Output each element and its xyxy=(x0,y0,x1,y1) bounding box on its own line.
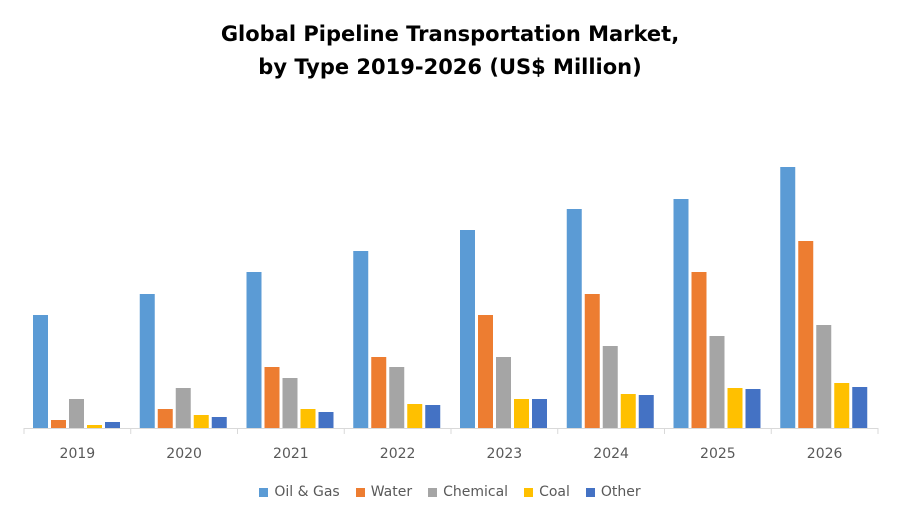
legend-label: Oil & Gas xyxy=(274,484,340,500)
x-tick-label: 2020 xyxy=(166,446,202,462)
x-tick-label: 2026 xyxy=(807,446,843,462)
legend-label: Water xyxy=(370,484,413,500)
legend-swatch xyxy=(355,487,365,497)
legend-item: Coal xyxy=(524,484,570,500)
bar-chemical-2025 xyxy=(709,336,725,428)
bar-coal-2023 xyxy=(514,399,529,428)
bar-coal-2025 xyxy=(727,388,743,428)
bar-coal-2026 xyxy=(834,383,850,428)
bar-coal-2021 xyxy=(300,409,316,428)
x-tick-label: 2024 xyxy=(593,446,629,462)
bar-chemical-2023 xyxy=(496,357,511,428)
bar-other-2019 xyxy=(105,422,120,428)
legend-item: Other xyxy=(585,484,641,500)
bar-chemical-2026 xyxy=(816,325,832,428)
bar-coal-2020 xyxy=(193,415,209,428)
bar-coal-2022 xyxy=(407,404,423,428)
bar-water-2023 xyxy=(478,315,493,428)
bar-water-2026 xyxy=(798,241,814,428)
bar-chemical-2019 xyxy=(69,399,84,428)
bar-oil-gas-2024 xyxy=(566,209,582,428)
bar-oil-gas-2019 xyxy=(33,315,48,428)
legend-swatch xyxy=(585,487,595,497)
legend-item: Chemical xyxy=(428,484,508,500)
bar-oil-gas-2025 xyxy=(673,199,689,428)
bar-water-2025 xyxy=(691,272,707,428)
bar-coal-2024 xyxy=(620,394,636,428)
bar-chemical-2020 xyxy=(175,388,191,428)
x-tick-label: 2019 xyxy=(60,446,96,462)
bar-oil-gas-2021 xyxy=(246,272,262,428)
legend-label: Chemical xyxy=(443,484,509,500)
bar-oil-gas-2022 xyxy=(353,251,369,428)
legend-swatch xyxy=(428,487,438,497)
legend-swatch xyxy=(524,487,534,497)
bar-oil-gas-2020 xyxy=(139,294,155,428)
legend-item: Oil & Gas xyxy=(259,484,340,500)
bar-other-2020 xyxy=(211,417,227,428)
bar-other-2021 xyxy=(318,412,334,428)
bar-oil-gas-2026 xyxy=(780,167,796,428)
legend-label: Other xyxy=(600,484,641,500)
x-tick-label: 2023 xyxy=(487,446,523,462)
legend-item: Water xyxy=(355,484,413,500)
bar-water-2022 xyxy=(371,357,387,428)
bar-water-2021 xyxy=(264,367,280,428)
chart-title-line-1: Global Pipeline Transportation Market, xyxy=(220,22,680,46)
bar-chemical-2024 xyxy=(602,346,618,428)
chart-title: Global Pipeline Transportation Market, b… xyxy=(0,18,900,84)
x-tick-label: 2021 xyxy=(273,446,309,462)
bar-other-2022 xyxy=(425,405,441,428)
bar-oil-gas-2023 xyxy=(460,230,475,428)
x-tick-label: 2025 xyxy=(700,446,736,462)
x-tick-label: 2022 xyxy=(380,446,416,462)
bar-chemical-2021 xyxy=(282,378,298,428)
bar-coal-2019 xyxy=(87,425,102,428)
bar-other-2025 xyxy=(745,389,761,428)
bar-water-2020 xyxy=(157,409,173,428)
chart-title-line-2: by Type 2019-2026 (US$ Million) xyxy=(258,55,642,79)
legend: Oil & Gas Water Chemical Coal Other xyxy=(0,484,900,500)
legend-swatch xyxy=(259,487,269,497)
bar-water-2024 xyxy=(584,294,600,428)
legend-label: Coal xyxy=(539,484,570,500)
bar-other-2026 xyxy=(852,387,868,428)
bar-other-2024 xyxy=(638,395,654,428)
bar-water-2019 xyxy=(51,420,66,428)
bar-other-2023 xyxy=(532,399,547,428)
bar-chemical-2022 xyxy=(389,367,405,428)
